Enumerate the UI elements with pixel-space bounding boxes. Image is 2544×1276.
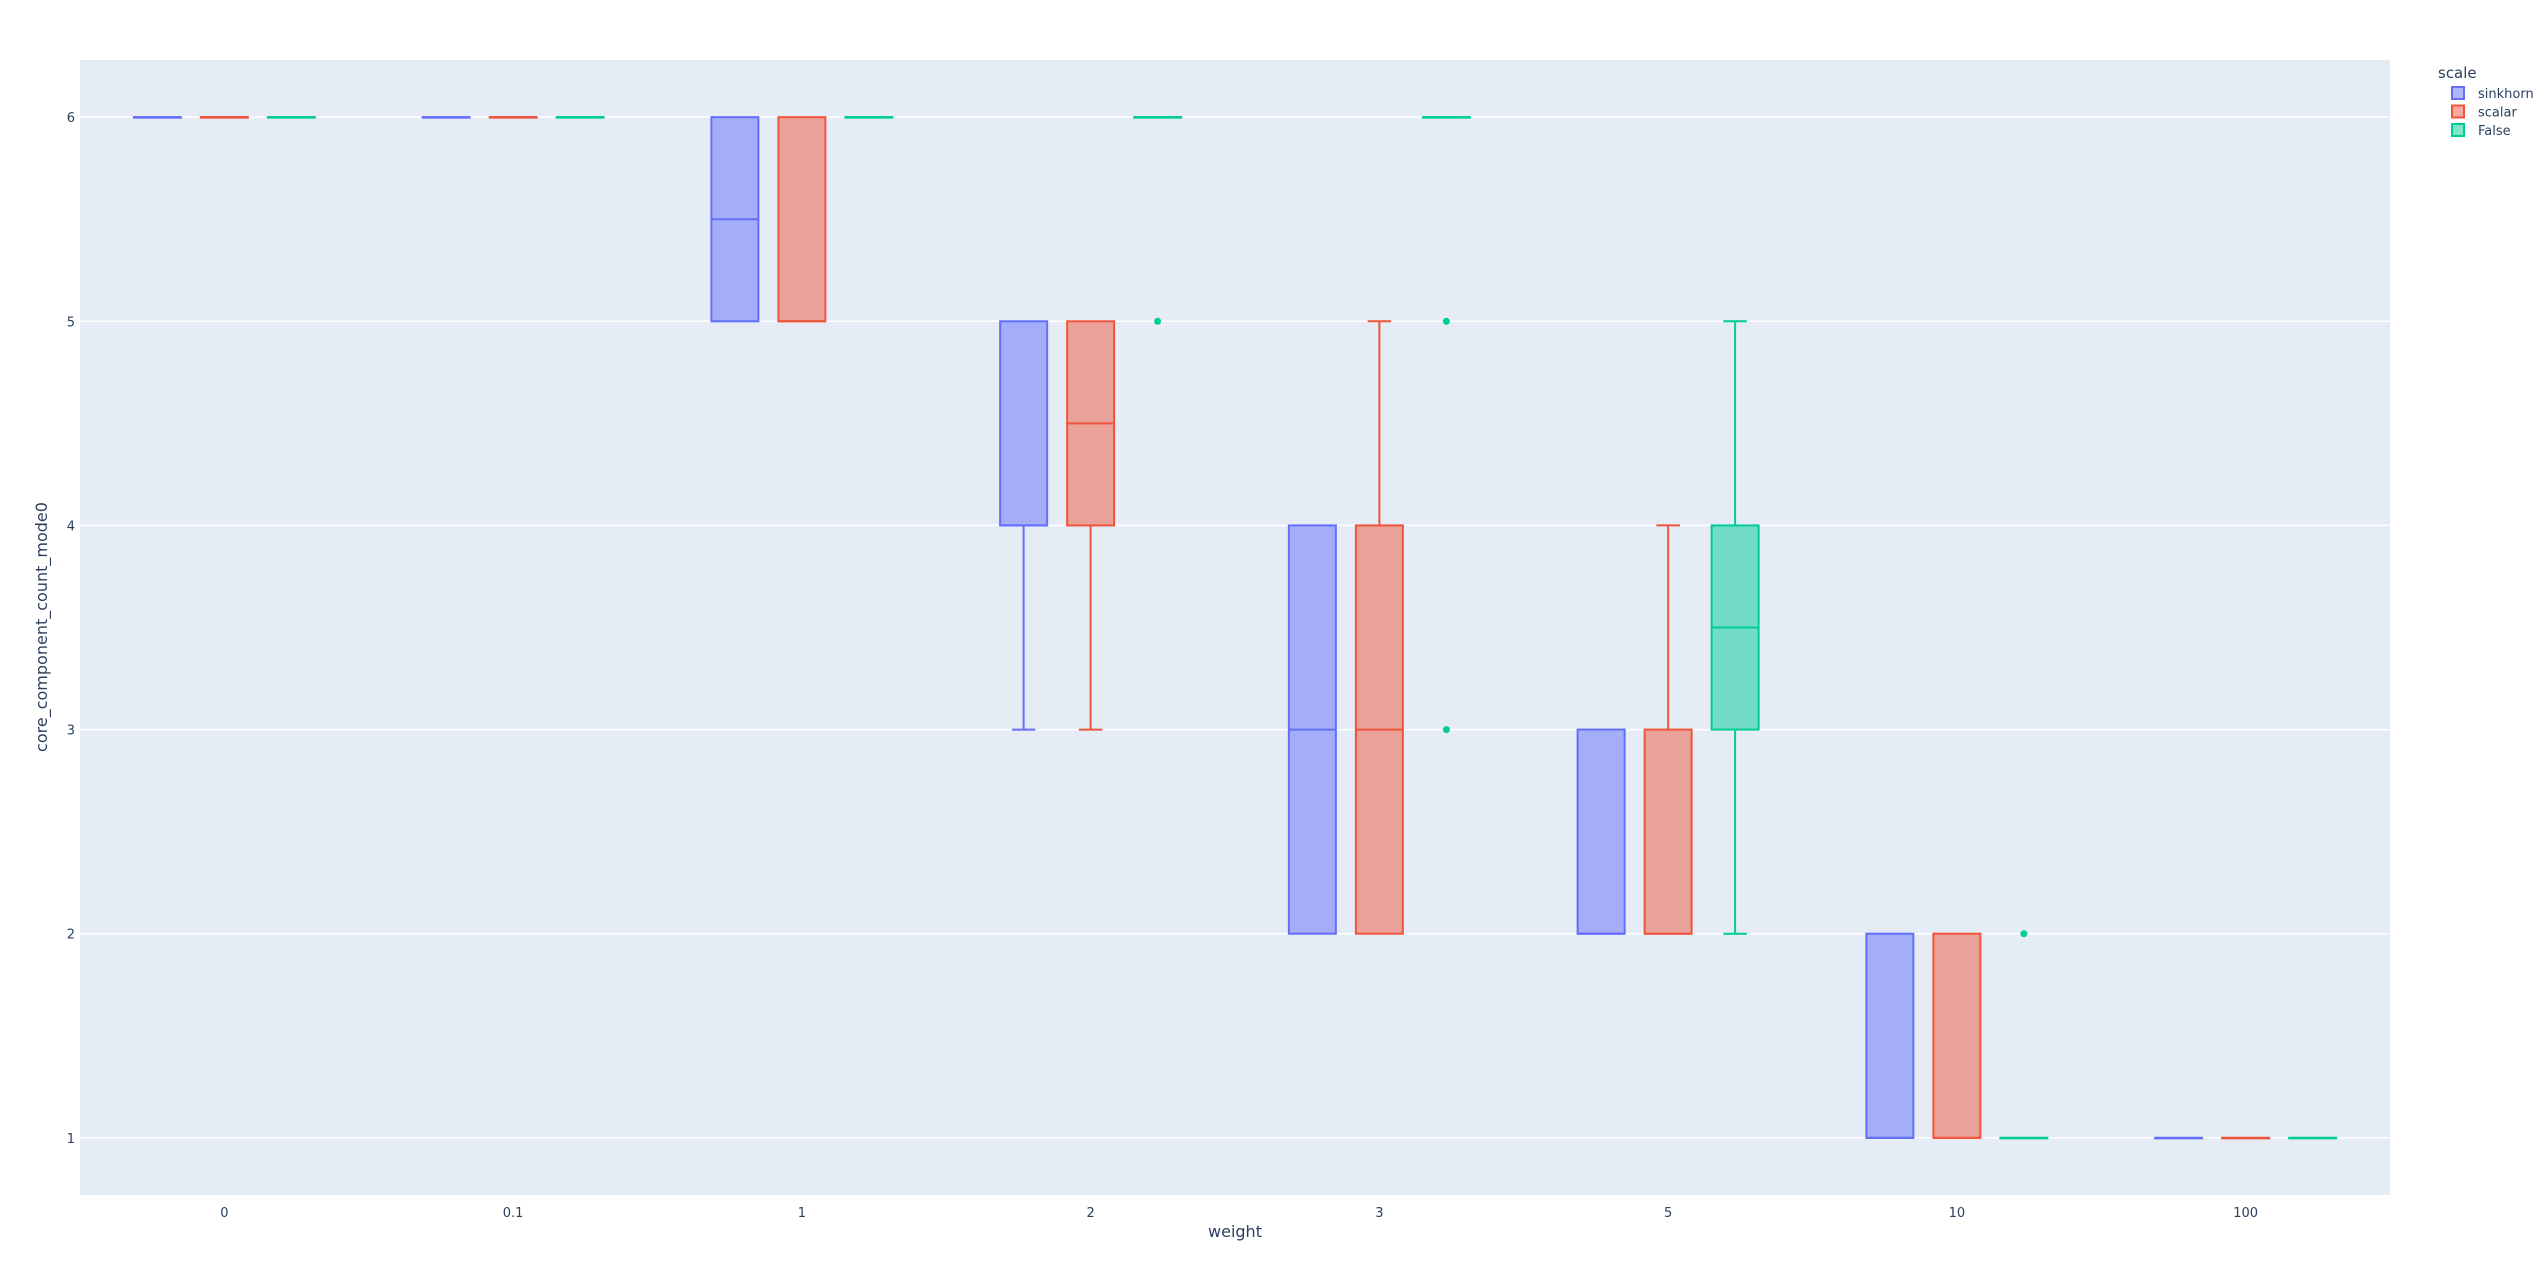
- y-tick-label: 2: [67, 928, 75, 943]
- box-scalar-0.1: [488, 116, 538, 119]
- box-False-100: [2288, 1136, 2338, 1140]
- y-axis-title: core_component_count_mode0: [32, 502, 52, 752]
- box-iqr: [1865, 932, 1915, 1139]
- box-traces: [132, 116, 2338, 1140]
- outlier-point: [1154, 317, 1162, 325]
- box-sinkhorn-0.1: [421, 116, 471, 119]
- x-tick-label: 0: [220, 1206, 228, 1221]
- x-tick-label: 1: [798, 1206, 806, 1221]
- legend-swatch: [2451, 104, 2465, 119]
- x-tick-label: 3: [1375, 1206, 1383, 1221]
- box-scalar-2: [1066, 320, 1116, 731]
- legend-swatch: [2451, 123, 2465, 137]
- x-tick-label: 0.1: [503, 1206, 524, 1221]
- box-sinkhorn-0: [132, 116, 182, 119]
- y-tick-label: 1: [67, 1132, 75, 1147]
- box-scalar-0: [199, 116, 249, 119]
- box-scalar-5: [1643, 524, 1693, 935]
- box-False-0: [266, 116, 316, 119]
- box-sinkhorn-10: [1865, 932, 1915, 1139]
- box-iqr: [1643, 728, 1693, 935]
- legend-item-scalar[interactable]: scalar: [2451, 104, 2517, 121]
- x-tick-label: 100: [2233, 1206, 2258, 1221]
- y-axis-ticks: 1 2 3 4 5 6: [67, 111, 75, 1147]
- legend-label: sinkhorn: [2478, 87, 2534, 102]
- box-scalar-10: [1932, 932, 1982, 1139]
- box-False-1: [844, 116, 894, 119]
- box-sinkhorn-1: [710, 116, 760, 323]
- box-iqr: [777, 116, 827, 323]
- y-tick-label: 6: [67, 111, 75, 126]
- x-axis-title: weight: [1208, 1222, 1262, 1241]
- box-scalar-100: [2221, 1136, 2271, 1140]
- box-False-0.1: [555, 116, 605, 119]
- box-iqr: [1932, 932, 1982, 1139]
- legend-swatch: [2451, 86, 2465, 100]
- legend[interactable]: scale sinkhorn scalar False: [2438, 64, 2534, 139]
- box-False-5: [1710, 320, 1760, 935]
- box-iqr: [999, 320, 1049, 527]
- box-False-2: [1133, 116, 1183, 325]
- x-axis-ticks: 0 0.1 1 2 3 5 10 100: [220, 1206, 2258, 1221]
- x-tick-label: 2: [1086, 1206, 1094, 1221]
- box-iqr: [1576, 728, 1626, 935]
- box-sinkhorn-2: [999, 320, 1049, 731]
- legend-item-sinkhorn[interactable]: sinkhorn: [2451, 86, 2534, 102]
- legend-label: False: [2478, 124, 2511, 139]
- legend-title: scale: [2438, 64, 2477, 82]
- box-sinkhorn-3: [1287, 524, 1337, 935]
- plot-background: [80, 60, 2390, 1195]
- y-tick-label: 5: [67, 315, 75, 330]
- outlier-point: [1442, 317, 1450, 325]
- box-sinkhorn-5: [1576, 728, 1626, 935]
- outlier-point: [1442, 726, 1450, 734]
- y-tick-label: 4: [67, 519, 75, 534]
- outlier-point: [2020, 930, 2028, 938]
- legend-label: scalar: [2478, 106, 2517, 121]
- box-sinkhorn-100: [2154, 1136, 2204, 1140]
- box-scalar-3: [1354, 320, 1404, 935]
- box-scalar-1: [777, 116, 827, 323]
- legend-item-False[interactable]: False: [2451, 123, 2511, 139]
- y-tick-label: 3: [67, 724, 75, 739]
- box-False-3: [1421, 116, 1471, 734]
- box-False-10: [1999, 930, 2049, 1140]
- x-tick-label: 10: [1949, 1206, 1966, 1221]
- x-tick-label: 5: [1664, 1206, 1672, 1221]
